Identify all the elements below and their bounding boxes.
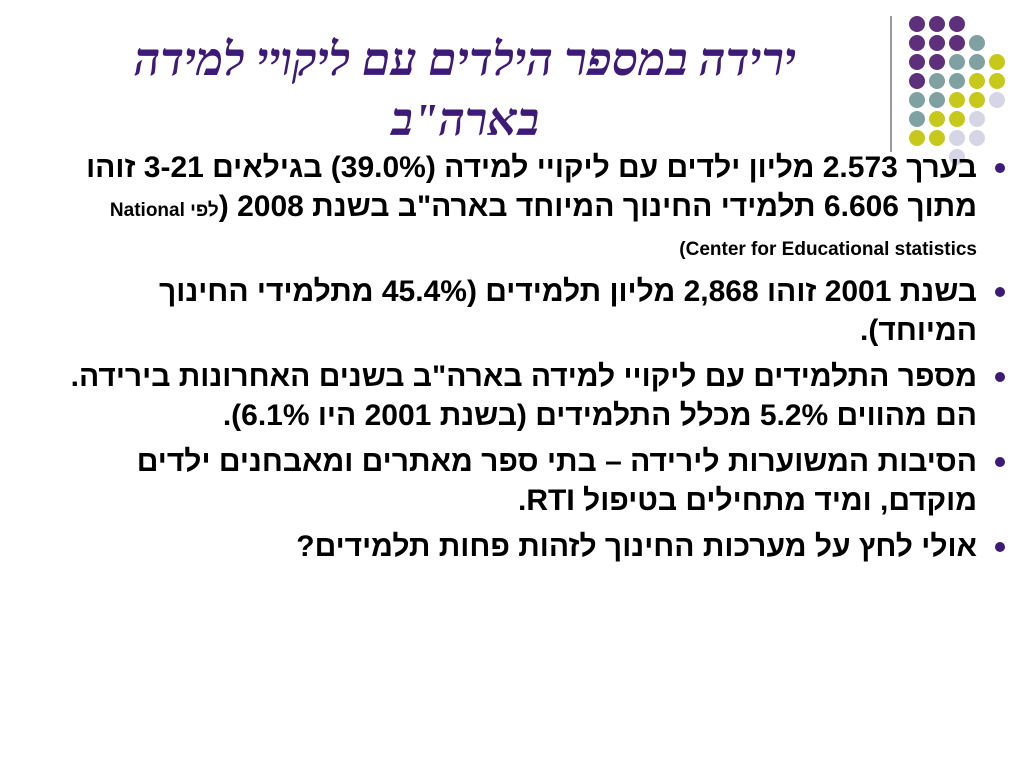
bullet-dot [995, 372, 1005, 382]
title-divider-line [890, 16, 892, 152]
bullet-item: אולי לחץ על מערכות החינוך לזהות פחות תלמ… [64, 527, 1014, 566]
decor-dot [929, 111, 945, 127]
decor-dot [969, 35, 985, 51]
bullet-item: בשנת 2001 זוהו 2,868 מליון תלמידים (45.4… [64, 272, 1014, 350]
bullet-dot [995, 457, 1005, 467]
bullet-item: הסיבות המשוערות לירידה – בתי ספר מאתרים … [64, 442, 1014, 520]
bullet-source-note: לפי National Center for Educational stat… [109, 200, 977, 260]
decor-dot [989, 73, 1005, 89]
decor-dot [929, 54, 945, 70]
bullet-text: מספר התלמידים עם ליקויי למידה בארה"ב בשנ… [70, 360, 977, 432]
decor-dot [909, 73, 925, 89]
decor-dot [969, 92, 985, 108]
decor-dot [949, 35, 965, 51]
decor-dot [929, 130, 945, 146]
decor-dot [929, 16, 945, 32]
decor-dot [989, 92, 1005, 108]
decor-dot [949, 16, 965, 32]
bullet-list: בערך 2.573 מליון ילדים עם ליקויי למידה (… [64, 148, 1014, 573]
decor-dot [909, 92, 925, 108]
bullet-text: בערך 2.573 מליון ילדים עם ליקויי למידה (… [86, 151, 977, 223]
bullet-text: אולי לחץ על מערכות החינוך לזהות פחות תלמ… [296, 530, 977, 563]
decor-dot [949, 111, 965, 127]
decor-dot [909, 130, 925, 146]
decor-dot [949, 92, 965, 108]
bullet-item: מספר התלמידים עם ליקויי למידה בארה"ב בשנ… [64, 357, 1014, 435]
bullet-dot [995, 287, 1005, 297]
decor-dot [909, 35, 925, 51]
decor-dot [949, 73, 965, 89]
slide-title: ירידה במספר הילדים עם ליקויי למידה בארה"… [133, 34, 797, 145]
decor-dot [949, 130, 965, 146]
decor-dot [969, 73, 985, 89]
decor-dot [929, 35, 945, 51]
bullet-text: בשנת 2001 זוהו 2,868 מליון תלמידים (45.4… [158, 275, 977, 347]
decor-dot [929, 92, 945, 108]
decor-dot [989, 54, 1005, 70]
decor-dot [929, 73, 945, 89]
decor-dot [969, 54, 985, 70]
decor-dot [969, 130, 985, 146]
bullet-item: בערך 2.573 מליון ילדים עם ליקויי למידה (… [64, 148, 1014, 265]
decor-dot [909, 111, 925, 127]
bullet-text: הסיבות המשוערות לירידה – בתי ספר מאתרים … [136, 445, 977, 517]
decor-dot [949, 54, 965, 70]
decor-dot [909, 16, 925, 32]
decor-dot [909, 54, 925, 70]
bullet-dot [995, 163, 1005, 173]
bullet-dot [995, 542, 1005, 552]
decor-dot [969, 111, 985, 127]
